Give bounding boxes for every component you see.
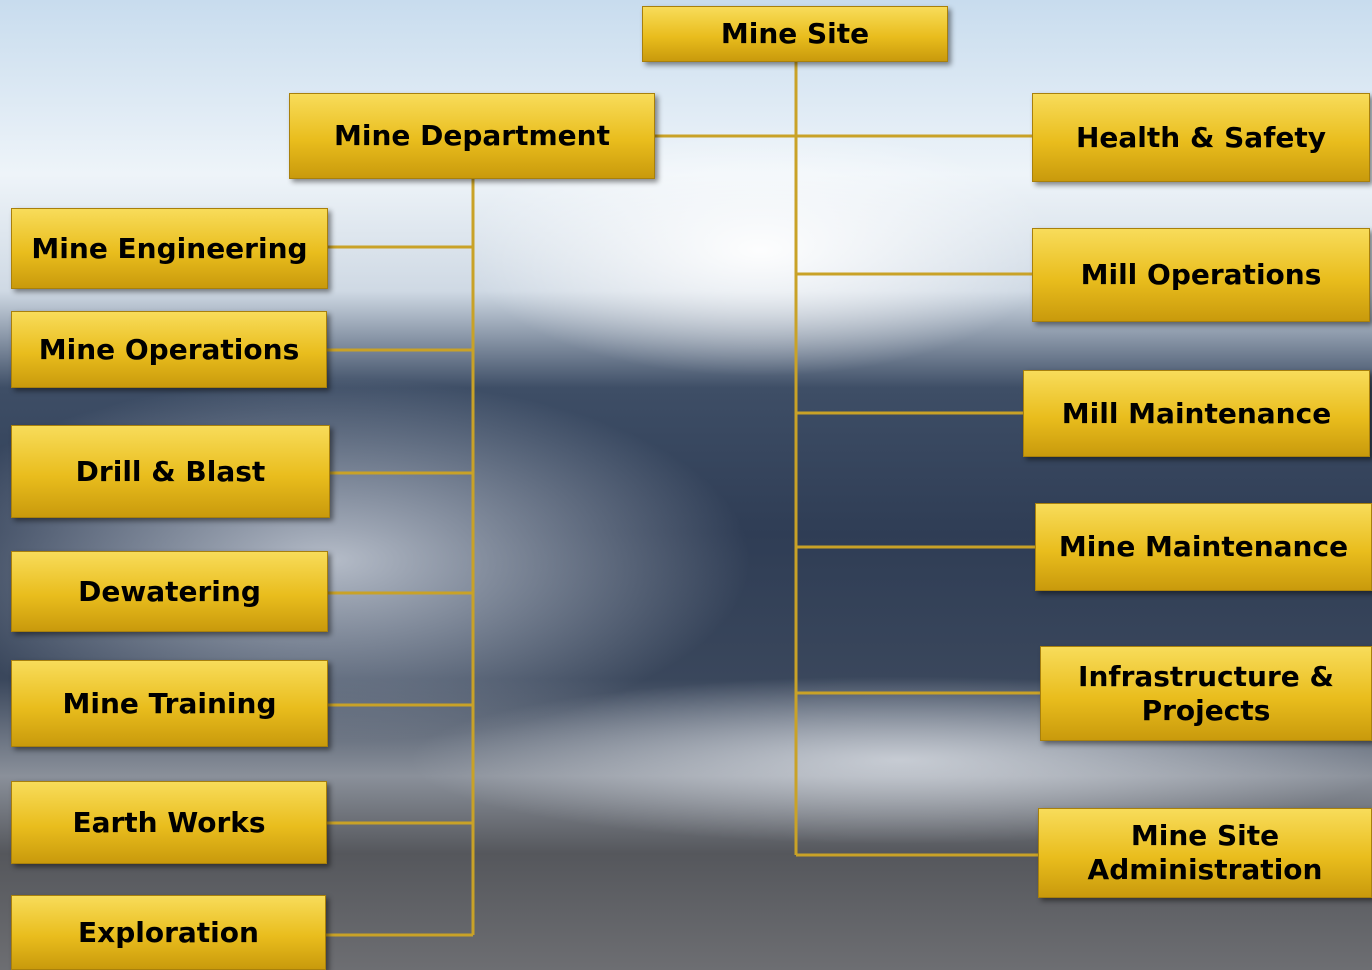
sub-department-node: Dewatering: [11, 551, 328, 632]
sub-department-node: Mine Training: [11, 660, 328, 747]
sub-department-node: Earth Works: [11, 781, 327, 864]
department-node: Mine Department: [289, 93, 655, 179]
sub-department-node: Mine Engineering: [11, 208, 328, 289]
sub-department-node: Mine Operations: [11, 311, 327, 388]
root-node: Mine Site: [642, 6, 948, 62]
department-node: Mill Operations: [1032, 228, 1370, 322]
department-node: Mine Site Administration: [1038, 808, 1372, 898]
department-node: Health & Safety: [1032, 93, 1370, 182]
page: Mine Site Mine Department Health & Safet…: [0, 0, 1372, 970]
sub-department-node: Exploration: [11, 895, 326, 970]
department-node: Mine Maintenance: [1035, 503, 1372, 591]
department-node: Mill Maintenance: [1023, 370, 1370, 457]
department-node: Infrastructure & Projects: [1040, 646, 1372, 741]
sub-department-node: Drill & Blast: [11, 425, 330, 518]
